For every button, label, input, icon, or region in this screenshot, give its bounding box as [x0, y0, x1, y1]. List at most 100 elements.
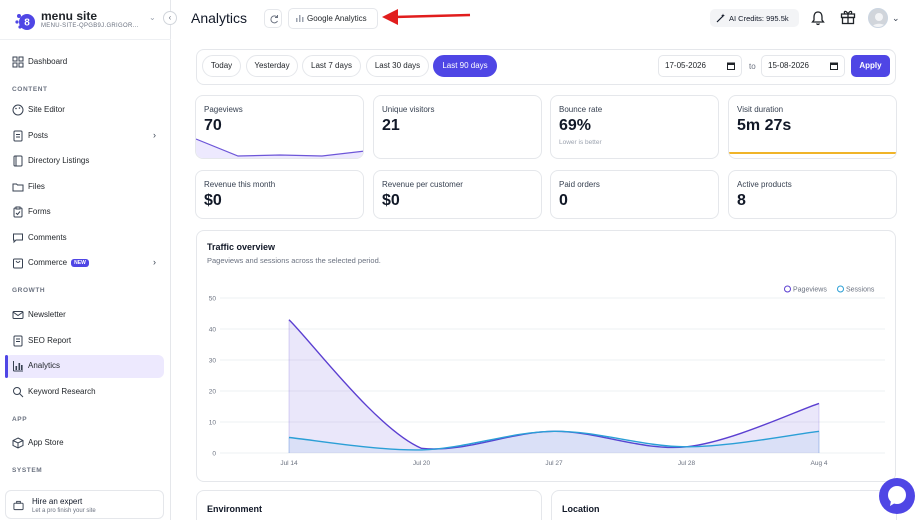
palette-icon: [12, 104, 24, 116]
sidebar-item-label: Forms: [28, 207, 51, 216]
ai-credits-badge[interactable]: AI Credits: 995.5k: [710, 9, 799, 27]
sidebar-item-newsletter[interactable]: Newsletter: [5, 304, 164, 327]
sidebar-item-dashboard[interactable]: Dashboard: [5, 51, 164, 74]
search-icon: [13, 387, 24, 398]
sidebar-item-keyword[interactable]: Keyword Research: [5, 381, 164, 404]
collapse-sidebar-button[interactable]: ‹: [163, 11, 177, 25]
date-range-bar: [196, 49, 896, 85]
site-logo-icon: 8: [15, 14, 35, 30]
sidebar-item-seo[interactable]: SEO Report: [5, 330, 164, 353]
x-tick-label: Jul 28: [678, 460, 696, 467]
y-tick-label: 40: [209, 327, 217, 334]
series-line-sessions: [288, 430, 820, 451]
series-area-sessions: [289, 431, 819, 453]
sidebar-item-label: Dashboard: [28, 57, 68, 66]
chat-icon: [888, 486, 906, 506]
range-today-button[interactable]: Today: [202, 55, 241, 77]
stat-label: Revenue per customer: [382, 180, 463, 189]
hire-title: Hire an expert: [32, 497, 83, 506]
legend-marker-pageviews: [784, 285, 791, 293]
traffic-subtitle: Pageviews and sessions across the select…: [207, 256, 381, 265]
y-tick-label: 50: [209, 296, 217, 303]
date-to-input[interactable]: 15-08-2026: [761, 55, 845, 77]
stat-value: 69%: [559, 117, 592, 134]
location-card: Location: [551, 490, 897, 520]
sidebar-item-label: SEO Report: [28, 336, 72, 345]
sidebar-item-site-editor[interactable]: Site Editor: [5, 99, 164, 122]
stat-value: 70: [204, 117, 222, 134]
stat-hint: Lower is better: [559, 139, 602, 146]
stat-label: Paid orders: [559, 180, 600, 189]
date-to-label: to: [749, 62, 756, 71]
chevron-down-icon[interactable]: ⌄: [892, 13, 900, 23]
range-yesterday-button[interactable]: Yesterday: [246, 55, 298, 77]
apply-button[interactable]: Apply: [851, 55, 890, 77]
stat-label: Bounce rate: [559, 105, 603, 114]
sidebar: 8 menu site MENU-SITE-QPGB9J.GRIGOR... ⌄…: [0, 0, 171, 520]
environment-title: Environment: [207, 504, 263, 514]
stat-value: $0: [382, 192, 400, 209]
site-subdomain: MENU-SITE-QPGB9J.GRIGOR...: [41, 23, 139, 29]
new-badge: NEW: [71, 259, 89, 267]
stat-label: Unique visitors: [382, 105, 435, 114]
legend-label-pageviews: Pageviews: [793, 287, 827, 294]
report-icon: [13, 335, 23, 347]
range-last7-button[interactable]: Last 7 days: [302, 55, 361, 77]
environment-card: Environment: [196, 490, 542, 520]
magic-wand-icon: [716, 13, 725, 23]
stat-label: Visit duration: [737, 105, 784, 114]
sidebar-item-comments[interactable]: Comments: [5, 227, 164, 250]
briefcase-icon: [13, 500, 24, 511]
google-analytics-label: Google Analytics: [307, 14, 367, 23]
y-tick-label: 10: [209, 420, 217, 427]
book-icon: [13, 155, 23, 167]
stat-value: 8: [737, 192, 746, 209]
hire-expert-card[interactable]: Hire an expert Let a pro finish your sit…: [5, 490, 164, 519]
mail-icon: [12, 311, 24, 319]
sidebar-item-posts[interactable]: Posts ›: [5, 125, 164, 148]
chat-button[interactable]: [879, 478, 915, 514]
stat-value: 21: [382, 117, 400, 134]
stat-label: Revenue this month: [204, 180, 276, 189]
sidebar-item-directory[interactable]: Directory Listings: [5, 150, 164, 173]
stat-value: $0: [204, 192, 222, 209]
section-system: SYSTEM: [12, 467, 43, 474]
x-tick-label: Aug 4: [811, 460, 828, 467]
dashboard-icon: [12, 56, 24, 68]
refresh-button[interactable]: [264, 9, 282, 28]
site-switcher[interactable]: 8 menu site MENU-SITE-QPGB9J.GRIGOR... ⌄: [0, 0, 171, 40]
active-indicator: [5, 355, 8, 378]
comment-icon: [13, 233, 23, 244]
chevron-right-icon: ›: [153, 257, 156, 267]
traffic-overview-card: Traffic overview Pageviews and sessions …: [196, 230, 896, 482]
sidebar-item-app-store[interactable]: App Store: [5, 432, 164, 455]
stat-card-active-products: Active products 8: [728, 170, 897, 219]
bell-icon[interactable]: [811, 10, 825, 26]
sidebar-item-label: Files: [28, 182, 45, 191]
calendar-icon: [830, 62, 838, 70]
sidebar-item-commerce[interactable]: Commerce NEW ›: [5, 252, 164, 275]
y-tick-label: 0: [212, 451, 216, 458]
x-tick-label: Jul 14: [280, 460, 298, 467]
date-from-value: 17-05-2026: [665, 61, 706, 70]
range-last30-button[interactable]: Last 30 days: [366, 55, 429, 77]
box-icon: [12, 437, 24, 449]
sidebar-item-label: App Store: [28, 438, 64, 447]
date-from-input[interactable]: 17-05-2026: [658, 55, 742, 77]
chevron-down-icon: ⌄: [149, 13, 156, 22]
sidebar-item-files[interactable]: Files: [5, 176, 164, 199]
sidebar-item-label: Posts: [28, 131, 49, 140]
sidebar-item-analytics[interactable]: Analytics: [5, 355, 164, 378]
sidebar-item-label: Site Editor: [28, 105, 65, 114]
date-to-value: 15-08-2026: [768, 61, 809, 70]
user-avatar[interactable]: [868, 8, 888, 28]
stat-label: Active products: [737, 180, 792, 189]
page-title: Analytics: [191, 10, 248, 26]
range-last90-button[interactable]: Last 90 days: [433, 55, 497, 77]
gift-icon[interactable]: [840, 9, 856, 25]
pageviews-sparkline: [196, 138, 363, 158]
sidebar-item-forms[interactable]: Forms: [5, 201, 164, 224]
google-analytics-button[interactable]: Google Analytics: [288, 8, 378, 29]
y-tick-label: 30: [209, 358, 217, 365]
stat-card-bounce-rate: Bounce rate 69% Lower is better: [550, 95, 719, 159]
